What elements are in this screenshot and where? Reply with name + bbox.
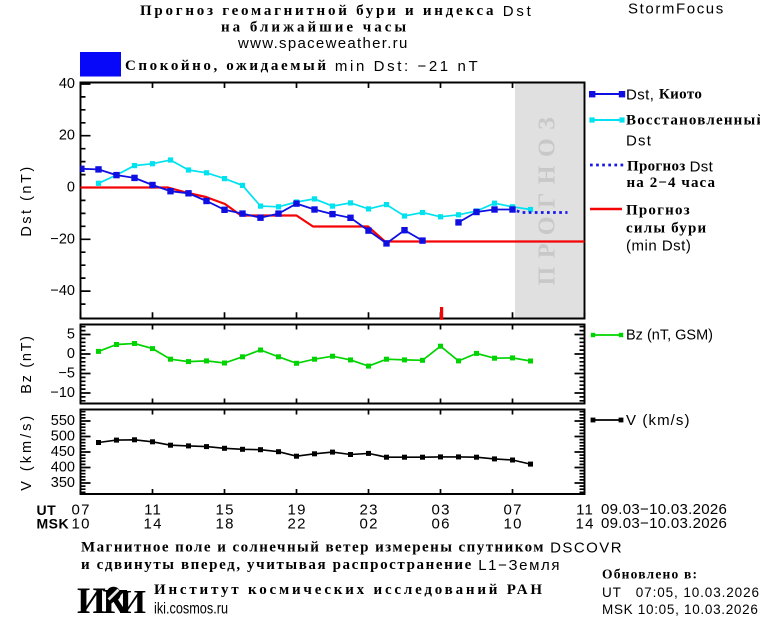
svg-text:Прогноз: Прогноз (626, 203, 691, 219)
svg-text:Спокойно, ожидаемый min Dst: −: Спокойно, ожидаемый min Dst: −21 nT (125, 58, 480, 75)
svg-text:450: 450 (51, 444, 75, 460)
svg-text:Dst: Dst (626, 132, 652, 149)
svg-text:Dst, Киото: Dst, Киото (626, 86, 702, 103)
svg-text:−20: −20 (50, 231, 75, 247)
svg-text:Прогноз геомагнитной бури и ин: Прогноз геомагнитной бури и индекса Dst (140, 3, 534, 20)
svg-text:(min Dst): (min Dst) (626, 237, 691, 254)
svg-text:14: 14 (144, 516, 163, 533)
svg-text:19: 19 (288, 502, 307, 519)
svg-text:Обновлено в:: Обновлено в: (602, 567, 698, 582)
svg-text:0: 0 (67, 180, 75, 196)
svg-text:iki.cosmos.ru: iki.cosmos.ru (154, 601, 228, 618)
svg-text:ПРОГНОЗ: ПРОГНОЗ (535, 109, 561, 286)
svg-text:StormFocus: StormFocus (628, 1, 725, 18)
svg-text:Bz (nT): Bz (nT) (19, 334, 35, 393)
svg-text:на 2−4 часа: на 2−4 часа (627, 175, 717, 191)
svg-text:18: 18 (216, 516, 235, 533)
svg-text:15: 15 (216, 502, 235, 519)
svg-text:400: 400 (51, 460, 75, 476)
svg-text:−5: −5 (58, 366, 75, 382)
svg-text:−10: −10 (50, 385, 75, 401)
svg-text:0: 0 (67, 346, 75, 362)
svg-text:5: 5 (67, 327, 75, 343)
svg-text:350: 350 (51, 475, 75, 491)
svg-text:10: 10 (504, 516, 523, 533)
svg-text:силы бури: силы бури (626, 221, 707, 237)
svg-text:И: И (77, 581, 106, 620)
svg-text:23: 23 (360, 502, 379, 519)
svg-text:11: 11 (144, 502, 162, 519)
svg-text:10: 10 (72, 516, 91, 533)
svg-text:07: 07 (72, 502, 91, 519)
svg-text:09.03−10.03.2026: 09.03−10.03.2026 (601, 515, 727, 532)
svg-text:06: 06 (432, 516, 451, 533)
svg-text:22: 22 (288, 516, 307, 533)
svg-text:MSK 10:05, 10.03.2026: MSK 10:05, 10.03.2026 (602, 602, 759, 617)
svg-text:03: 03 (432, 502, 451, 519)
svg-text:−40: −40 (50, 283, 75, 299)
svg-text:www.spaceweather.ru: www.spaceweather.ru (237, 35, 409, 52)
svg-text:UT 07:05, 10.03.2026: UT 07:05, 10.03.2026 (602, 585, 760, 600)
svg-text:UT: UT (37, 502, 57, 518)
svg-text:500: 500 (51, 429, 75, 445)
svg-text:09.03−10.03.2026: 09.03−10.03.2026 (601, 501, 727, 518)
svg-text:V (km/s): V (km/s) (626, 412, 691, 429)
svg-text:40: 40 (59, 76, 75, 92)
svg-text:07: 07 (504, 502, 523, 519)
svg-text:11: 11 (576, 502, 594, 519)
svg-text:Dst (nT): Dst (nT) (19, 164, 35, 236)
svg-text:550: 550 (51, 413, 75, 429)
svg-text:на ближайшие часы: на ближайшие часы (221, 20, 409, 36)
svg-text:V (km/s): V (km/s) (19, 413, 35, 491)
svg-text:14: 14 (576, 516, 595, 533)
svg-text:Восстановленный: Восстановленный (626, 113, 760, 129)
svg-text:Прогноз Dst: Прогноз Dst (627, 158, 714, 175)
svg-text:Институт космических исследова: Институт космических исследований РАН (154, 582, 545, 598)
svg-text:Магнитное поле и солнечный вет: Магнитное поле и солнечный ветер измерен… (81, 539, 623, 556)
svg-text:Bz (nT, GSM): Bz (nT, GSM) (626, 328, 713, 344)
svg-text:MSK: MSK (37, 516, 70, 532)
svg-text:20: 20 (59, 128, 75, 144)
svg-text:и сдвинуты вперед, учитывая ра: и сдвинуты вперед, учитывая распростране… (81, 557, 561, 574)
svg-text:02: 02 (360, 516, 379, 533)
svg-text:И: И (120, 584, 146, 620)
